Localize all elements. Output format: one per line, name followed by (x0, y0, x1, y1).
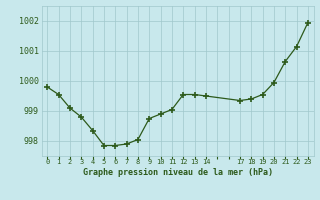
X-axis label: Graphe pression niveau de la mer (hPa): Graphe pression niveau de la mer (hPa) (83, 168, 273, 177)
